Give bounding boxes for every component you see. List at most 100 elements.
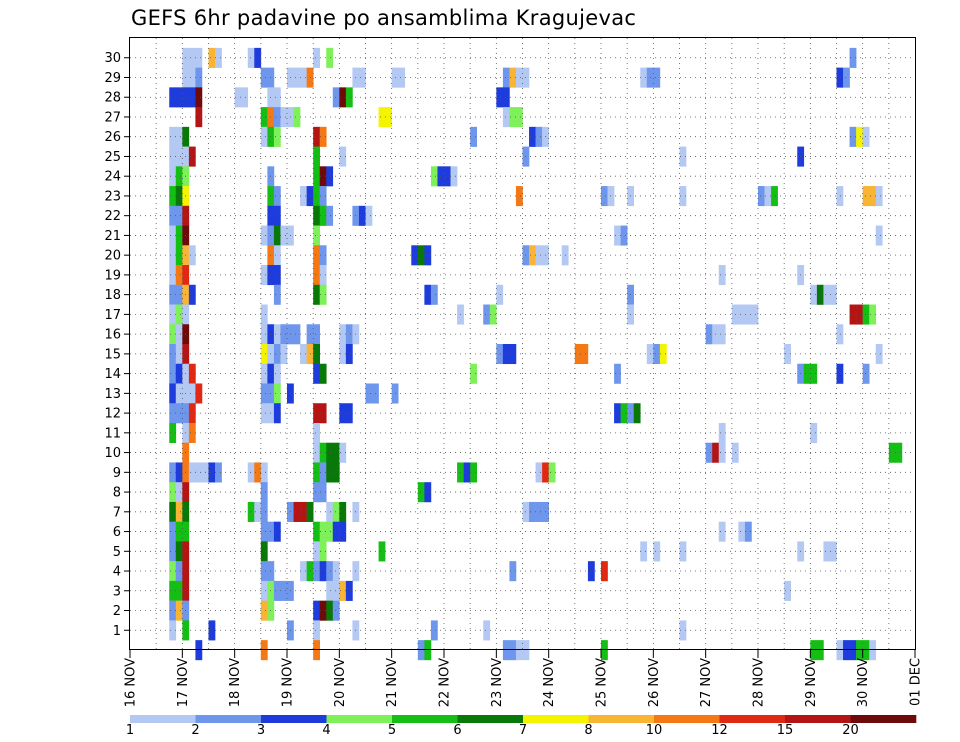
heatmap-cell-m18-s106	[823, 284, 831, 305]
heatmap-cell-m12-s29	[319, 403, 327, 424]
heatmap-cell-m4-s58	[509, 561, 517, 582]
heatmap-cell-m26-s62	[535, 126, 543, 147]
heatmap-cell-m24-s46	[430, 166, 438, 187]
heatmap-cell-m30-s9	[188, 47, 196, 68]
heatmap-cell-m6-s31	[332, 521, 340, 542]
heatmap-cell-m23-s97	[764, 186, 772, 207]
legend-label: 7	[519, 723, 527, 738]
x-tick-label: 19 NOV	[281, 658, 296, 707]
heatmap-cell-m0-s44	[417, 640, 425, 661]
heatmap-cell-m12-s74	[614, 403, 621, 424]
legend-label: 1	[126, 723, 134, 738]
heatmap-cell-m9-s28	[313, 462, 321, 483]
heatmap-cell-m3-s7	[175, 580, 183, 601]
heatmap-cell-m8-s20	[260, 482, 268, 503]
heatmap-cell-m0-s105	[816, 640, 824, 661]
heatmap-cell-m14-s9	[188, 363, 196, 384]
heatmap-cell-m17-s54	[483, 304, 491, 325]
heatmap-cell-m2-s31	[332, 600, 340, 621]
heatmap-cell-m30-s18	[247, 47, 255, 68]
heatmap-cell-m7-s7	[175, 501, 183, 522]
heatmap-cell-m10-s90	[718, 442, 726, 463]
heatmap-cell-m28-s56	[496, 87, 504, 108]
heatmap-cell-m16-s32	[339, 324, 347, 345]
heatmap-cell-m7-s62	[535, 501, 543, 522]
heatmap-cell-m10-s32	[339, 442, 347, 463]
heatmap-cell-m7-s6	[169, 501, 177, 522]
heatmap-cell-m21-s74	[614, 225, 621, 246]
heatmap-cell-m22-s28	[313, 205, 321, 226]
heatmap-cell-m14-s74	[614, 363, 621, 384]
heatmap-cell-m21-s20	[260, 225, 268, 246]
heatmap-cell-m6-s28	[313, 521, 321, 542]
heatmap-cell-m16-s7	[175, 324, 183, 345]
heatmap-cell-m3-s31	[332, 580, 340, 601]
heatmap-cell-m8-s29	[319, 482, 327, 503]
heatmap-cell-m21-s28	[313, 225, 321, 246]
heatmap-cell-m16-s28	[313, 324, 321, 345]
heatmap-cell-m2-s29	[319, 600, 327, 621]
heatmap-cell-m14-s112	[862, 363, 870, 384]
heatmap-cell-m15-s22	[273, 344, 281, 365]
heatmap-cell-m10-s116	[888, 442, 896, 463]
heatmap-cell-m18-s29	[319, 284, 327, 305]
heatmap-cell-m5-s6	[169, 541, 177, 562]
heatmap-cell-m18-s9	[188, 284, 196, 305]
heatmap-cell-m27-s38	[378, 107, 386, 128]
heatmap-cell-m27-s59	[515, 107, 523, 128]
heatmap-cell-m29-s80	[653, 67, 661, 88]
heatmap-cell-m3-s30	[326, 580, 334, 601]
heatmap-cell-m22-s30	[326, 205, 334, 226]
heatmap-cell-m16-s25	[293, 324, 301, 345]
heatmap-cell-m23-s72	[601, 186, 608, 207]
heatmap-cell-m3-s22	[273, 580, 281, 601]
x-tick-label: 28 NOV	[752, 658, 767, 707]
y-tick-label: 1	[113, 624, 121, 639]
heatmap-cell-m13-s9	[188, 383, 196, 404]
heatmap-cell-m8-s7	[175, 482, 183, 503]
heatmap-cell-m1-s46	[430, 620, 438, 641]
heatmap-cell-m2-s20	[260, 600, 268, 621]
heatmap-cell-m14-s52	[470, 363, 478, 384]
heatmap-cell-m9-s9	[188, 462, 196, 483]
heatmap-cell-m3-s20	[260, 580, 268, 601]
heatmap-cell-m12-s28	[313, 403, 321, 424]
chart-title: GEFS 6hr padavine po ansamblima Kragujev…	[131, 6, 637, 30]
heatmap-cell-m29-s57	[502, 67, 510, 88]
heatmap-cell-m21-s23	[280, 225, 288, 246]
heatmap-cell-m0-s112	[862, 640, 870, 661]
heatmap-cell-m4-s70	[587, 561, 595, 582]
heatmap-cell-m6-s32	[339, 521, 347, 542]
heatmap-cell-m16-s6	[169, 324, 177, 345]
legend-label: 2	[191, 723, 199, 738]
y-tick-label: 25	[104, 150, 121, 165]
heatmap-cell-m5-s28	[313, 541, 321, 562]
heatmap-cell-m29-s26	[300, 67, 307, 88]
heatmap-cell-m5-s20	[260, 541, 268, 562]
heatmap-cell-m13-s22	[273, 383, 281, 404]
heatmap-cell-m20-s44	[417, 245, 425, 266]
x-tick-label: 23 NOV	[490, 658, 505, 707]
heatmap-cell-m26-s6	[169, 126, 177, 147]
heatmap-cell-m26-s28	[313, 126, 321, 147]
heatmap-cell-m14-s6	[169, 363, 177, 384]
heatmap-cell-m30-s110	[849, 47, 857, 68]
heatmap-cell-m7-s61	[529, 501, 536, 522]
heatmap-cell-m14-s108	[836, 363, 844, 384]
x-tick-label: 17 NOV	[176, 658, 191, 707]
heatmap-cell-m28-s10	[195, 87, 203, 108]
heatmap-cell-m15-s6	[169, 344, 177, 365]
heatmap-cell-m5-s106	[823, 541, 831, 562]
y-tick-label: 12	[104, 407, 121, 422]
heatmap-cell-m21-s114	[875, 225, 883, 246]
heatmap-cell-m27-s25	[293, 107, 301, 128]
heatmap-cell-m16-s88	[705, 324, 713, 345]
heatmap-cell-m14-s28	[313, 363, 321, 384]
heatmap-cell-m7-s18	[247, 501, 255, 522]
heatmap-cell-m30-s12	[208, 47, 216, 68]
legend-swatch	[654, 715, 720, 723]
heatmap-cell-m11-s104	[810, 422, 818, 444]
heatmap-cell-m17-s112	[862, 304, 870, 325]
legend-label: 12	[711, 723, 728, 738]
heatmap-cell-m5-s38	[378, 541, 386, 562]
